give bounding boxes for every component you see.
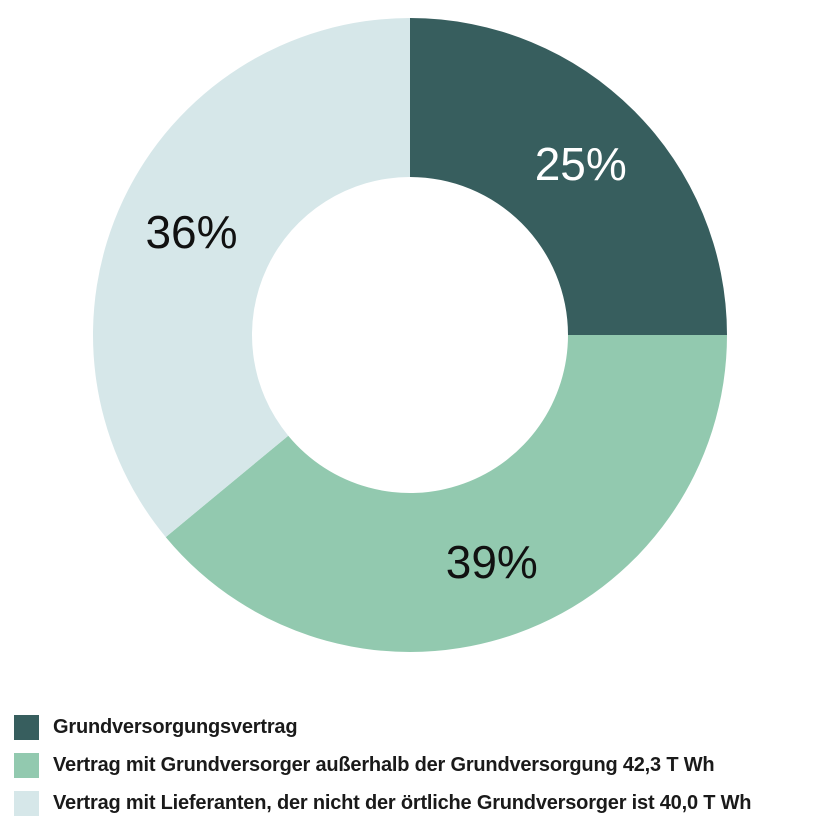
donut-chart: 25% 39% 36% [93,18,727,652]
donut-slice [410,18,727,335]
legend-item-vertrag-grundversorger: Vertrag mit Grundversorger außerhalb der… [14,746,751,784]
slice-percent-label: 25% [535,138,627,190]
legend-swatch [14,790,39,816]
legend: Grundversorgungsvertrag Vertrag mit Grun… [14,708,752,822]
legend-swatch [14,752,39,778]
slice-percent-label: 36% [145,206,237,258]
legend-label: Grundversorgungsvertrag [53,715,298,738]
slice-percent-label: 39% [446,536,538,588]
legend-swatch [14,714,39,740]
legend-item-vertrag-lieferanten: Vertrag mit Lieferanten, der nicht der ö… [14,784,752,822]
donut-slice [93,18,410,538]
legend-label: Vertrag mit Grundversorger außerhalb der… [53,753,715,776]
legend-label: Vertrag mit Lieferanten, der nicht der ö… [53,791,752,814]
donut-slice [165,335,727,652]
legend-item-grundversorgungsvertrag: Grundversorgungsvertrag [14,708,751,746]
